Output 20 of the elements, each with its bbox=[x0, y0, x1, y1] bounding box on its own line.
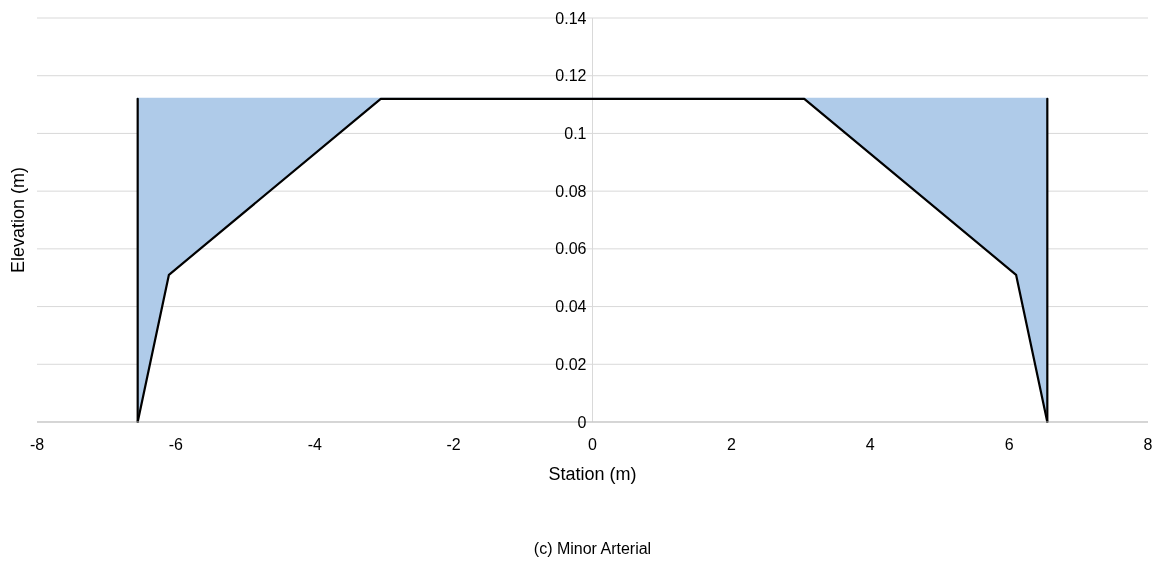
x-tick-label: -8 bbox=[29, 436, 45, 453]
x-tick-label: 2 bbox=[726, 436, 736, 453]
x-tick-label: 4 bbox=[865, 436, 875, 453]
y-tick-label: 0.12 bbox=[555, 67, 587, 85]
y-tick-label: 0.14 bbox=[555, 9, 587, 27]
y-tick-label: 0 bbox=[577, 413, 587, 431]
y-tick-label: 0.08 bbox=[555, 182, 587, 200]
y-tick-label: 0.06 bbox=[555, 240, 587, 258]
x-tick-label: 0 bbox=[588, 436, 598, 453]
x-axis-title: Station (m) bbox=[548, 464, 637, 484]
y-tick-label: 0.04 bbox=[555, 298, 587, 316]
y-tick-label: 0.1 bbox=[564, 125, 587, 143]
x-tick-label: -4 bbox=[307, 436, 322, 453]
text: (c) Minor Arterial bbox=[533, 540, 652, 557]
x-tick-label: -2 bbox=[446, 436, 461, 453]
y-axis-title: Elevation (m) bbox=[8, 166, 28, 274]
y-tick-label: 0.02 bbox=[555, 355, 587, 373]
x-tick-label: -6 bbox=[168, 436, 184, 453]
x-tick-label: 6 bbox=[1004, 436, 1014, 453]
x-tick-label: 8 bbox=[1143, 436, 1153, 453]
